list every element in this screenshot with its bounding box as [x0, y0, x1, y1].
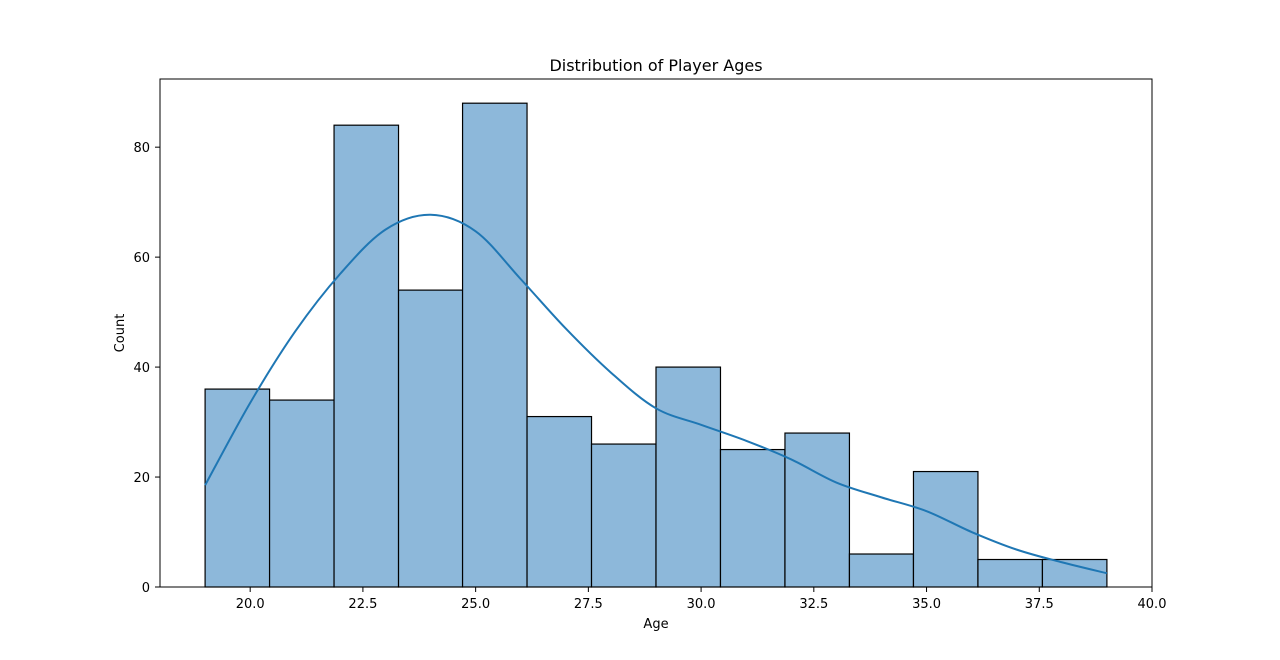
histogram-bar-3	[397, 289, 464, 588]
histogram-bar-6	[590, 443, 657, 588]
plot-frame	[159, 78, 1153, 588]
histogram-bar-5	[526, 415, 593, 588]
y-tick-label: 20	[133, 471, 150, 486]
x-tick-label: 30.0	[687, 597, 716, 612]
y-tick-label: 0	[142, 581, 150, 596]
y-tick-label: 40	[133, 361, 150, 376]
x-tick-label: 22.5	[348, 597, 377, 612]
y-tick-label: 60	[133, 251, 150, 266]
x-axis-label: Age	[643, 617, 668, 632]
histogram-bars	[204, 102, 1108, 588]
x-tick-label: 25.0	[461, 597, 490, 612]
histogram-bar-2	[333, 124, 400, 588]
histogram-bar-10	[848, 553, 915, 588]
y-axis-label: Count	[113, 314, 128, 353]
chart-title: Distribution of Player Ages	[549, 56, 762, 75]
histogram-bar-11	[912, 470, 979, 588]
x-tick-label: 35.0	[912, 597, 941, 612]
x-tick-label: 37.5	[1025, 597, 1054, 612]
x-tick-label: 20.0	[236, 597, 265, 612]
histogram-bar-8	[719, 448, 786, 588]
histogram-bar-0	[204, 388, 271, 588]
kde-curve	[204, 213, 1108, 575]
x-tick-label: 27.5	[574, 597, 603, 612]
histogram-bar-12	[977, 558, 1044, 588]
histogram-bar-1	[268, 399, 335, 588]
y-axis-ticks: 0 20 40 60 80	[133, 141, 160, 596]
histogram-bar-7	[655, 366, 722, 588]
histogram-bar-9	[784, 432, 851, 588]
histogram-bar-4	[461, 102, 528, 588]
x-tick-label: 40.0	[1138, 597, 1167, 612]
x-tick-label: 32.5	[799, 597, 828, 612]
x-axis-ticks: 20.0 22.5 25.0 27.5 30.0 32.5 35.0 37.5 40.0	[236, 587, 1167, 612]
y-tick-label: 80	[133, 141, 150, 156]
histogram-bar-13	[1041, 558, 1108, 588]
